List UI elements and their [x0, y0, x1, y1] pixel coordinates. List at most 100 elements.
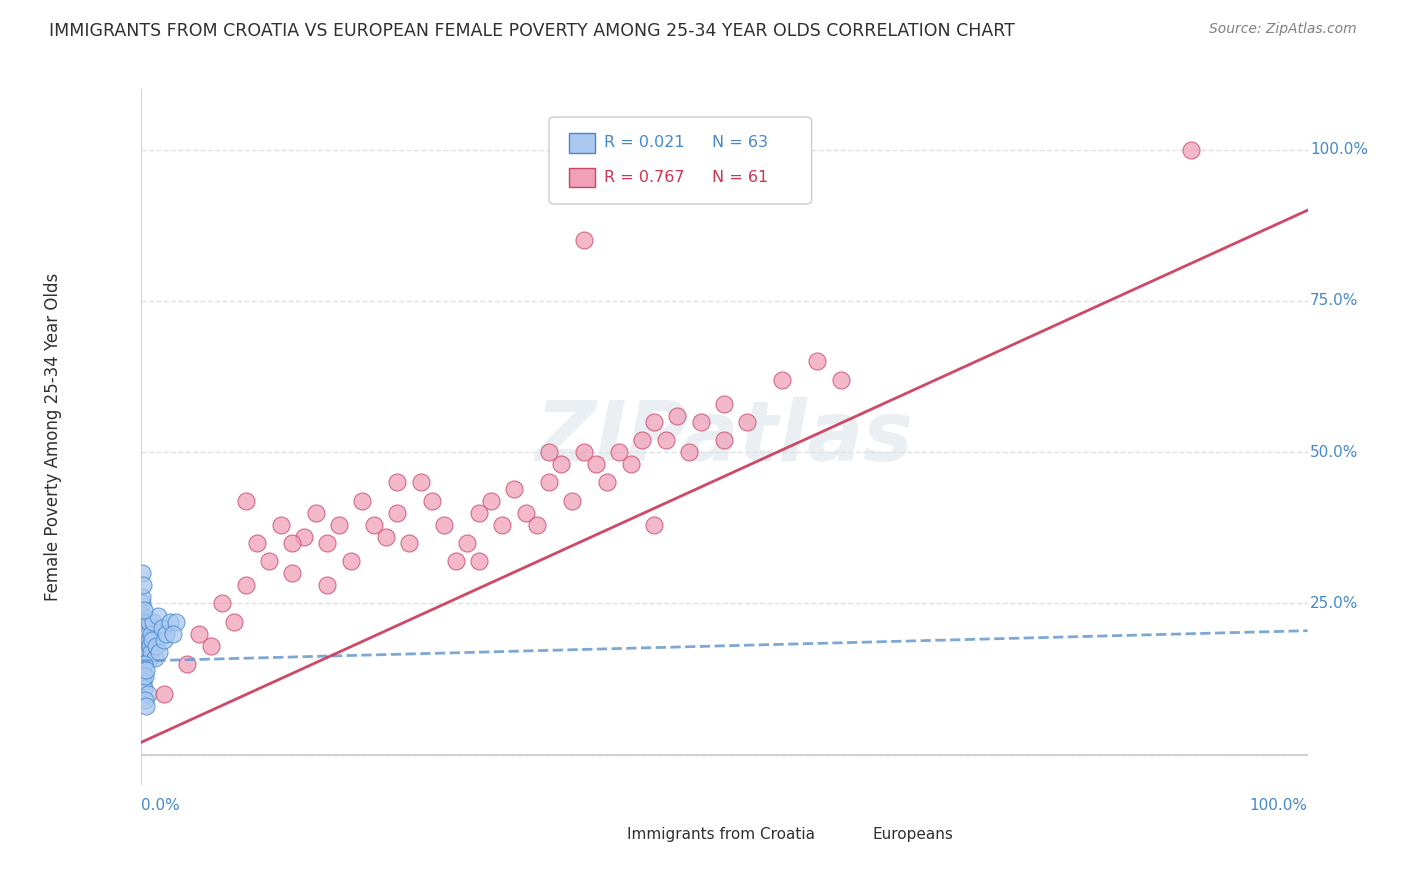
Point: [145, 639, 167, 653]
Point: [132, 663, 155, 677]
Point: [316, 578, 339, 592]
Text: R = 0.021: R = 0.021: [605, 136, 685, 150]
Text: 75.0%: 75.0%: [1310, 293, 1358, 309]
Point: [561, 493, 583, 508]
Point: [620, 458, 643, 472]
Point: [631, 433, 654, 447]
Point: [134, 639, 156, 653]
Point: [148, 645, 170, 659]
Point: [131, 615, 153, 629]
Point: [678, 445, 700, 459]
FancyBboxPatch shape: [569, 168, 595, 187]
Text: 100.0%: 100.0%: [1250, 798, 1308, 814]
Point: [132, 626, 155, 640]
Point: [138, 632, 160, 647]
Text: Female Poverty Among 25-34 Year Olds: Female Poverty Among 25-34 Year Olds: [44, 273, 62, 601]
Point: [131, 639, 153, 653]
Point: [131, 566, 153, 581]
Point: [132, 681, 155, 695]
Point: [132, 602, 155, 616]
Point: [132, 669, 155, 683]
Point: [550, 458, 572, 472]
Point: [162, 626, 184, 640]
Point: [515, 506, 537, 520]
Point: [572, 234, 595, 248]
Point: [132, 621, 155, 635]
Point: [132, 632, 155, 647]
Point: [409, 475, 432, 490]
Point: [737, 415, 759, 429]
Point: [1180, 143, 1202, 157]
Text: 50.0%: 50.0%: [1310, 445, 1358, 459]
Point: [139, 651, 162, 665]
Point: [131, 626, 153, 640]
Point: [387, 475, 409, 490]
Point: [165, 615, 187, 629]
Point: [131, 591, 153, 605]
Point: [328, 517, 350, 532]
Point: [572, 445, 595, 459]
Point: [132, 626, 155, 640]
Point: [139, 639, 162, 653]
Point: [643, 517, 665, 532]
Point: [136, 626, 159, 640]
Point: [135, 621, 157, 635]
Point: [139, 645, 162, 659]
Point: [134, 693, 156, 707]
FancyBboxPatch shape: [591, 824, 616, 844]
Point: [153, 632, 176, 647]
Point: [713, 397, 735, 411]
Point: [136, 639, 159, 653]
Point: [830, 373, 852, 387]
Point: [132, 645, 155, 659]
Point: [142, 615, 165, 629]
Text: R = 0.767: R = 0.767: [605, 170, 685, 185]
Text: Immigrants from Croatia: Immigrants from Croatia: [627, 827, 815, 842]
Text: 0.0%: 0.0%: [141, 798, 180, 814]
Point: [134, 651, 156, 665]
Point: [281, 566, 304, 581]
Point: [270, 517, 292, 532]
Text: ZIPatlas: ZIPatlas: [536, 397, 912, 477]
Point: [188, 626, 211, 640]
Point: [132, 578, 155, 592]
FancyBboxPatch shape: [569, 133, 595, 153]
Point: [135, 651, 157, 665]
Point: [257, 554, 280, 568]
Point: [132, 651, 155, 665]
Point: [433, 517, 456, 532]
Point: [132, 608, 155, 623]
Point: [666, 409, 689, 423]
Point: [134, 645, 156, 659]
Point: [235, 578, 257, 592]
Text: N = 63: N = 63: [713, 136, 769, 150]
Point: [479, 493, 502, 508]
Point: [132, 632, 155, 647]
Point: [352, 493, 374, 508]
Point: [491, 517, 513, 532]
Point: [387, 506, 409, 520]
Point: [135, 645, 157, 659]
Text: Europeans: Europeans: [872, 827, 953, 842]
Point: [468, 554, 491, 568]
Point: [136, 687, 159, 701]
Point: [132, 675, 155, 690]
Point: [585, 458, 607, 472]
Point: [211, 597, 233, 611]
Point: [398, 536, 420, 550]
Point: [363, 517, 385, 532]
Point: [176, 657, 198, 671]
Point: [155, 626, 177, 640]
Point: [138, 615, 160, 629]
Point: [139, 626, 162, 640]
Text: N = 61: N = 61: [713, 170, 769, 185]
Point: [135, 699, 157, 714]
FancyBboxPatch shape: [548, 117, 811, 204]
Point: [246, 536, 269, 550]
Text: Source: ZipAtlas.com: Source: ZipAtlas.com: [1209, 22, 1357, 37]
Point: [132, 645, 155, 659]
Point: [537, 475, 560, 490]
Point: [292, 530, 315, 544]
Point: [146, 608, 169, 623]
Point: [339, 554, 361, 568]
